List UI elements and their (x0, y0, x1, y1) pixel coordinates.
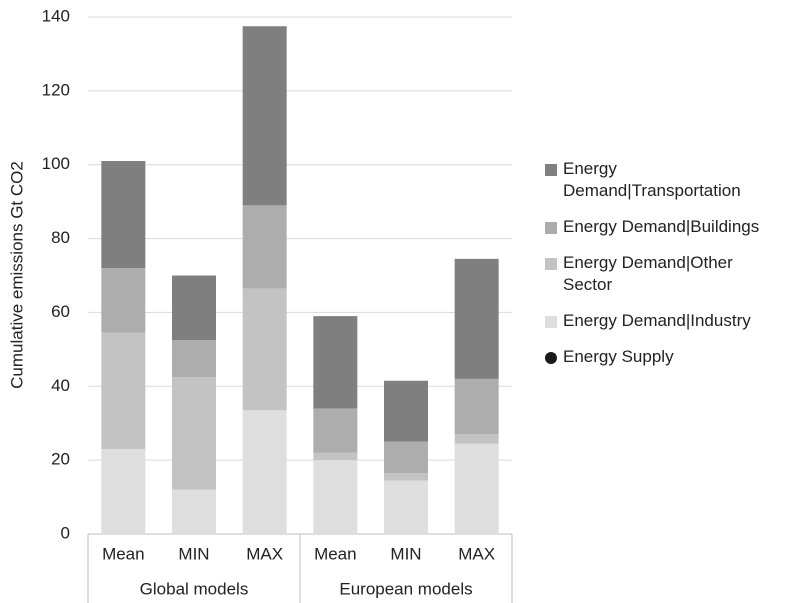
legend-label: Energy Demand|Buildings (563, 217, 760, 236)
bar-segment (101, 268, 146, 333)
bar-segment (101, 332, 146, 450)
group-label: Global models (140, 579, 249, 598)
bar-segment (454, 378, 499, 435)
legend-item: Energy Demand|Buildings (545, 216, 785, 238)
y-tick-label: 60 (51, 302, 70, 321)
bar-segment (313, 460, 358, 534)
legend-label: Energy Demand|Industry (563, 311, 751, 330)
bar-segment (101, 161, 146, 269)
chart: Cumulative emissions Gt CO2 0 20 40 60 80 100… (7, 6, 513, 603)
bar-segment (454, 443, 499, 534)
bar-segment (384, 380, 428, 442)
legend-swatch (545, 222, 557, 234)
bar-segment (242, 288, 287, 411)
x-tick-label: Mean (102, 544, 145, 563)
legend-swatch (545, 164, 557, 176)
bar-segment (101, 449, 146, 534)
legend-label: Energy Supply (563, 347, 674, 366)
bar-segment (242, 410, 287, 534)
legend-label: Energy Demand|Transportation (563, 159, 741, 200)
x-tick-label: MAX (246, 544, 283, 563)
legend-swatch (545, 258, 557, 270)
x-tick-label: MIN (178, 544, 209, 563)
legend-item: Energy Demand|Industry (545, 310, 785, 332)
legend-label: Energy Demand|Other Sector (563, 253, 733, 294)
x-tick-label: MAX (458, 544, 495, 563)
y-tick-label: 120 (42, 80, 70, 99)
y-tick-label: 80 (51, 228, 70, 247)
legend-item: Energy Demand|Other Sector (545, 252, 785, 296)
y-tick-label: 140 (42, 6, 70, 25)
bar-segment (172, 377, 216, 490)
legend-item: Energy Supply (545, 346, 785, 368)
y-tick-label: 100 (42, 154, 70, 173)
bar-segment (313, 408, 358, 453)
bar-segment (313, 452, 358, 461)
y-axis-label: Cumulative emissions Gt CO2 (7, 161, 26, 389)
bar-segment (242, 26, 287, 206)
y-tick-label: 20 (51, 450, 70, 469)
legend-item: Energy Demand|Transportation (545, 158, 785, 202)
bar-segment (172, 489, 216, 534)
bar-segment (172, 275, 216, 341)
bar-segment (172, 340, 216, 378)
group-label: European models (339, 579, 472, 598)
legend: Energy Demand|Transportation Energy Deman… (545, 158, 807, 368)
x-tick-label: MIN (390, 544, 421, 563)
bar-segment (242, 205, 287, 289)
bar-segment (313, 316, 358, 409)
bar-segment (384, 480, 428, 534)
bar-segment (454, 258, 499, 379)
y-tick-label: 40 (51, 376, 70, 395)
bar-segment (384, 473, 428, 481)
legend-swatch (545, 316, 557, 328)
legend-swatch (545, 352, 557, 364)
bar-segment (454, 434, 499, 444)
bar-segment (384, 441, 428, 474)
x-tick-label: Mean (314, 544, 357, 563)
y-tick-label: 0 (61, 523, 70, 542)
